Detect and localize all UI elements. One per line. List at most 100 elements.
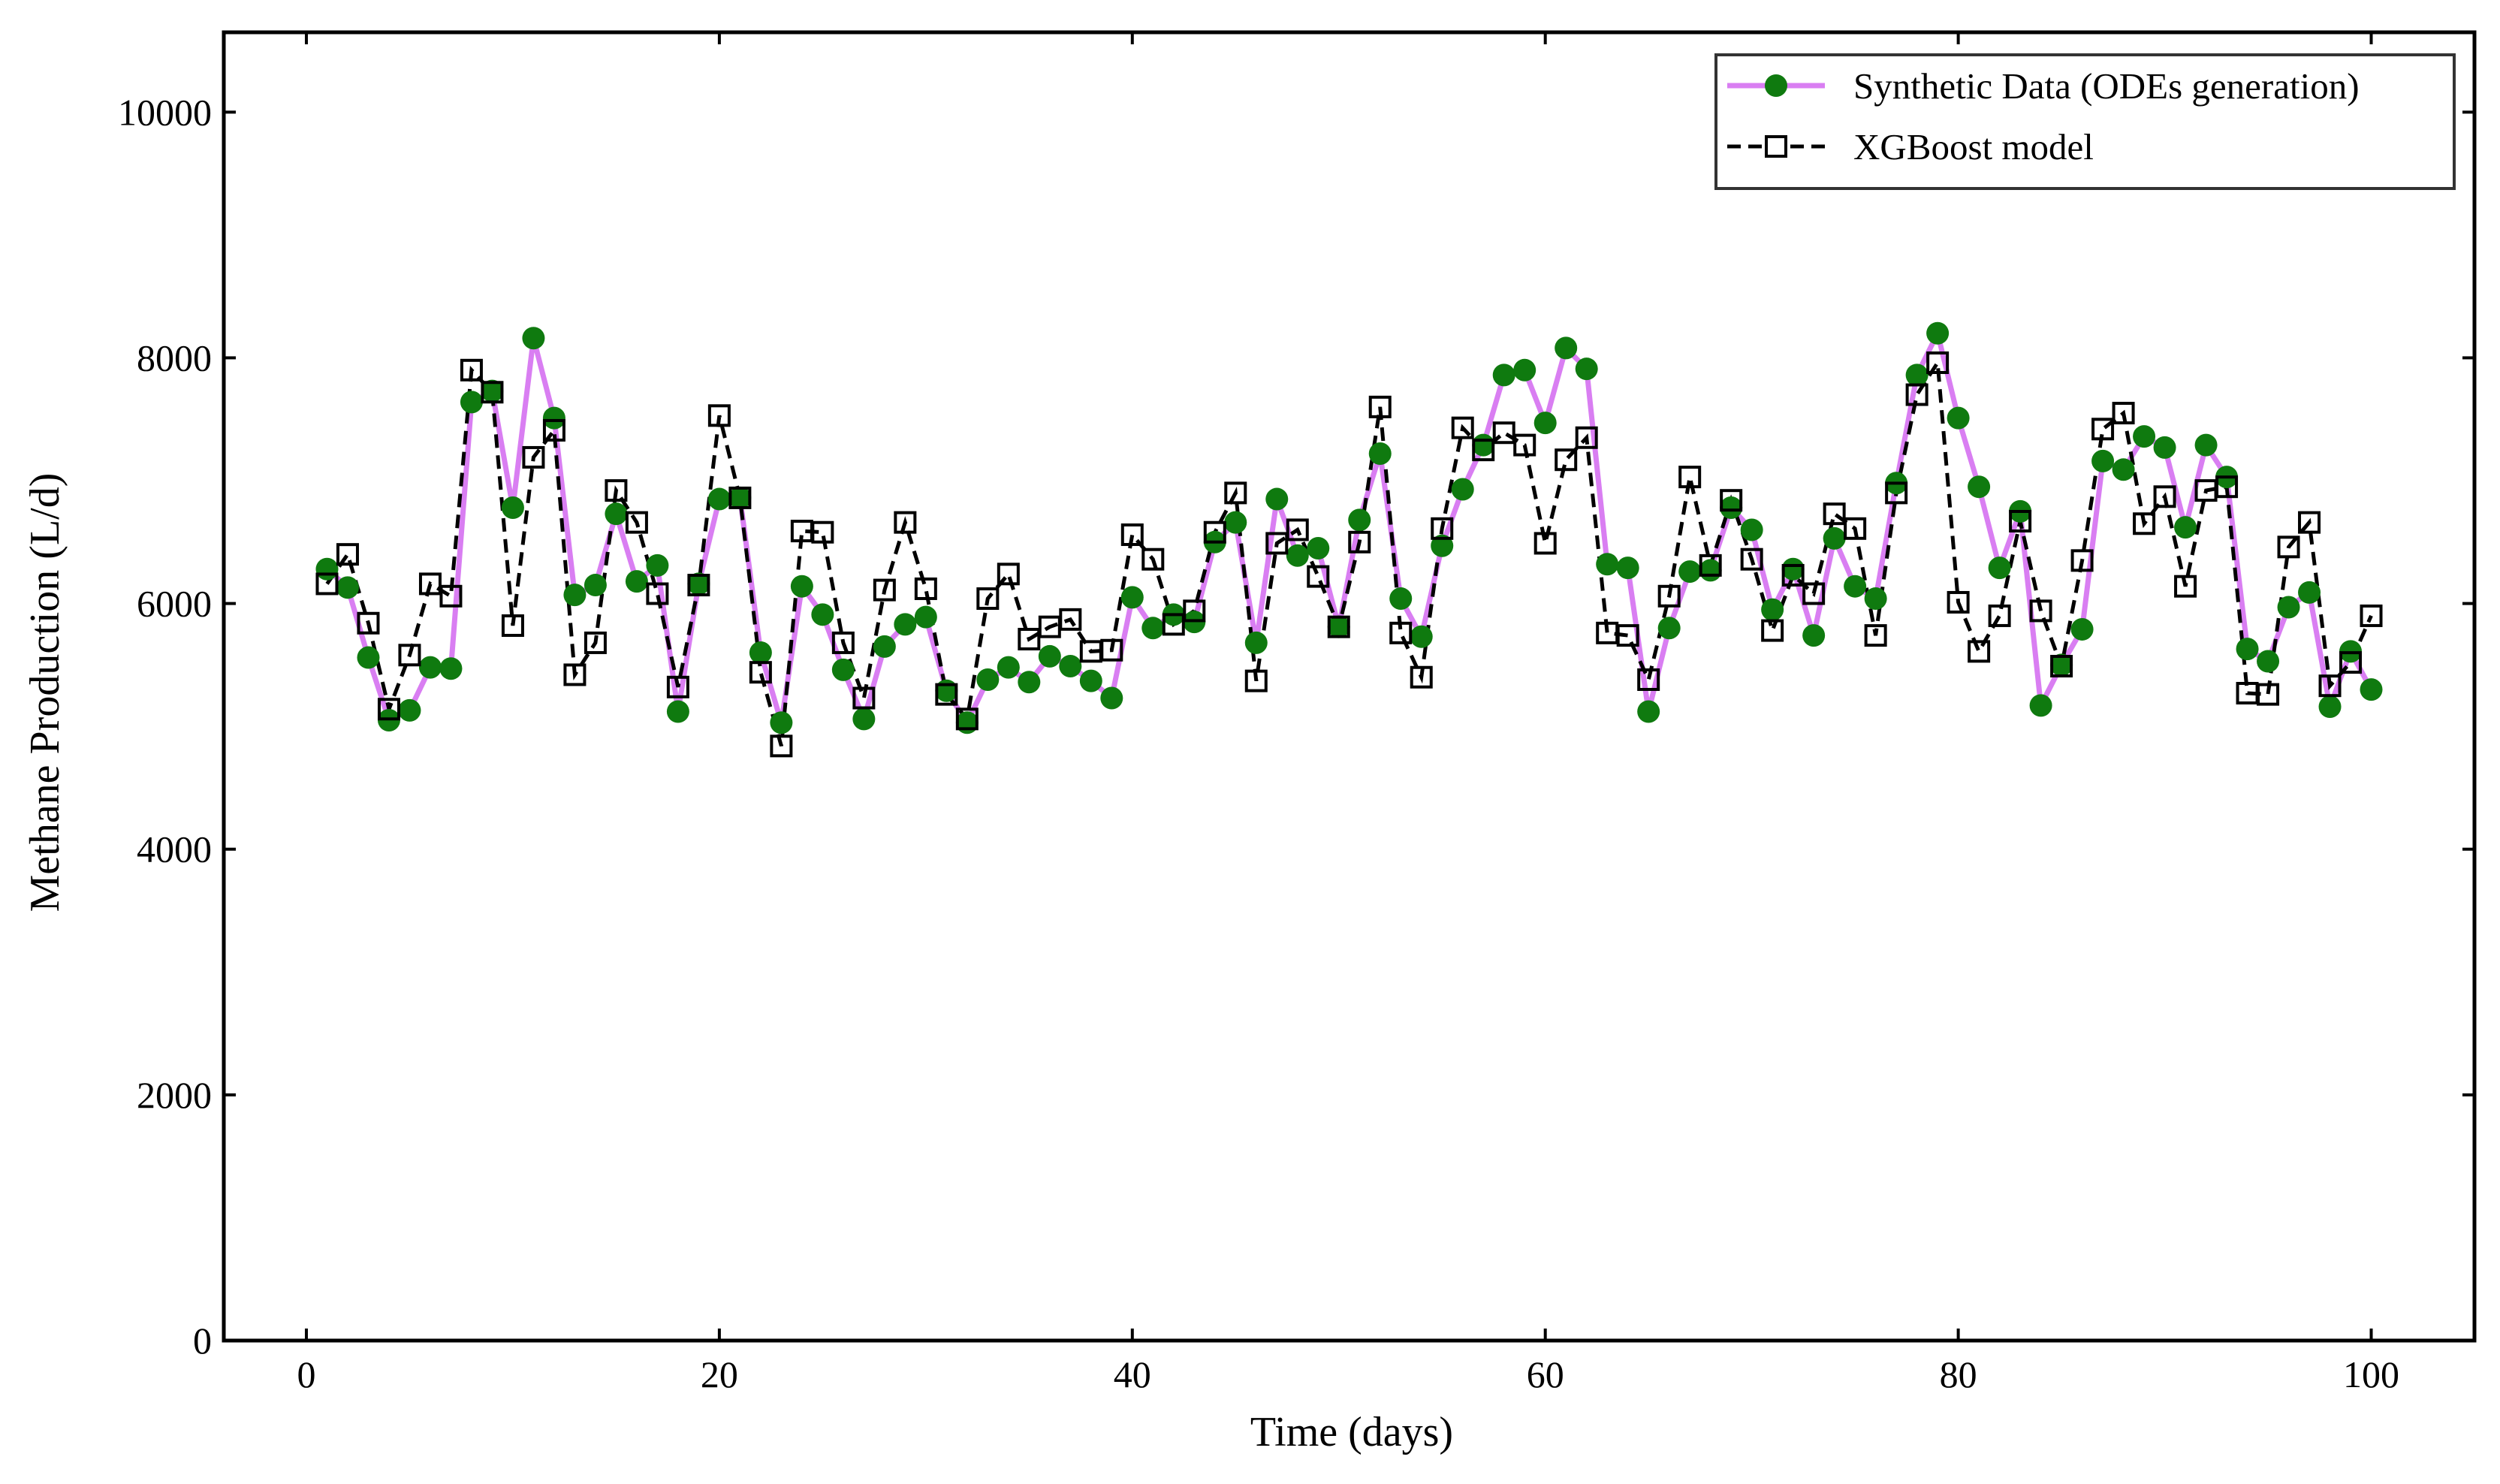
legend: Synthetic Data (ODEs generation) XGBoost…: [1714, 53, 2456, 190]
synthetic-data-point: [2298, 581, 2321, 604]
xgboost-model-point: [377, 698, 400, 721]
synthetic-data-point: [1596, 553, 1619, 576]
xgboost-model-point: [1678, 466, 1702, 489]
xgboost-model-point: [1555, 448, 1578, 472]
xgboost-model-point: [1183, 599, 1206, 623]
xgboost-model-point: [418, 572, 442, 596]
synthetic-data-point: [894, 613, 917, 636]
xgboost-model-point: [1286, 518, 1309, 541]
synthetic-data-point: [976, 668, 1000, 692]
xgboost-model-point: [831, 631, 855, 654]
xgboost-model-point: [955, 707, 979, 731]
xgboost-model-point: [563, 663, 587, 686]
xgboost-model-point: [914, 577, 937, 600]
synthetic-data-point: [418, 656, 442, 679]
synthetic-data-point: [1905, 363, 1929, 387]
synthetic-data-point: [1244, 631, 1268, 654]
xgboost-model-point: [687, 574, 710, 597]
synthetic-data-point: [1844, 575, 1867, 598]
xgboost-model-point: [439, 584, 463, 608]
synthetic-data-point: [1348, 508, 1371, 532]
xgboost-model-point: [2174, 575, 2197, 598]
xgboost-model-point: [2360, 604, 2383, 627]
synthetic-data-point: [1720, 496, 1743, 520]
xgboost-model-point: [1120, 523, 1144, 546]
y-tick-label: 2000: [137, 1074, 212, 1116]
synthetic-data-point: [1513, 358, 1536, 382]
synthetic-data-point: [1988, 556, 2011, 580]
xgboost-model-point: [1472, 439, 1495, 462]
xgboost-model-point: [1141, 547, 1165, 571]
xgboost-model-line: [325, 357, 2373, 747]
xgboost-model-point: [852, 686, 876, 710]
y-tick-label: 6000: [137, 583, 212, 625]
synthetic-data-point: [811, 603, 834, 626]
synthetic-data-point: [2174, 516, 2197, 539]
synthetic-data-point: [460, 391, 483, 414]
synthetic-data-point: [1740, 518, 1763, 541]
synthetic-data-point: [1616, 556, 1639, 580]
synthetic-data-point: [2133, 425, 2156, 448]
xgboost-model-point: [2318, 674, 2342, 698]
synthetic-data-point: [2153, 436, 2176, 459]
xgboost-model-point: [584, 631, 607, 654]
synthetic-data-point: [357, 646, 380, 669]
xgboost-model-point: [1844, 517, 1867, 540]
synthetic-data-point: [563, 584, 587, 607]
synthetic-data-point: [2257, 650, 2280, 673]
x-tick-label: 0: [297, 1353, 315, 1395]
synthetic-data-point: [1678, 560, 1702, 584]
xgboost-model-point: [1327, 615, 1350, 638]
xgboost-model-point: [935, 683, 958, 706]
y-tick-label: 0: [193, 1320, 212, 1362]
xgboost-model-point: [1864, 624, 1887, 647]
xgboost-model-point: [2070, 549, 2094, 572]
synthetic-data-point: [1802, 624, 1826, 647]
x-tick-label: 20: [701, 1353, 738, 1395]
synthetic-data-point: [646, 553, 669, 577]
xgboost-model-point: [1616, 624, 1639, 647]
xgboost-model-point: [2277, 535, 2300, 559]
synthetic-data-point: [2070, 617, 2094, 641]
synthetic-data-point: [1699, 559, 1722, 582]
xgboost-model-point: [894, 511, 917, 534]
xgboost-model-point: [1533, 532, 1557, 555]
xgboost-model-point: [707, 404, 731, 427]
synthetic-data-point: [790, 575, 813, 598]
synthetic-data-point: [439, 657, 463, 680]
xgboost-model-point: [1802, 582, 1826, 605]
synthetic-data-point: [522, 327, 545, 350]
xgboost-model-point: [1451, 416, 1474, 439]
xgboost-model-point: [605, 479, 628, 502]
x-axis: 0 20 40 60 80 100: [297, 32, 2399, 1395]
xgboost-model-point: [728, 486, 752, 509]
synthetic-data-point: [1968, 475, 1991, 499]
synthetic-data-point: [1265, 487, 1289, 511]
synthetic-data-point: [1472, 433, 1495, 457]
synthetic-data-point: [2236, 638, 2259, 661]
xgboost-model-point: [1761, 619, 1784, 642]
xgboost-model-point: [1720, 489, 1743, 512]
synthetic-data-point: [1286, 544, 1309, 567]
synthetic-data-point: [687, 572, 710, 596]
xgboost-model-point: [770, 734, 793, 758]
x-tick-label: 40: [1114, 1353, 1151, 1395]
legend-xgboost-label: XGBoost model: [1853, 126, 2094, 167]
xgboost-model-point: [2091, 418, 2115, 441]
synthetic-data-point: [1947, 406, 1970, 430]
y-axis: 0 2000 4000 6000 8000 10000: [118, 91, 2474, 1362]
xgboost-model-point: [2257, 683, 2280, 706]
synthetic-data-point: [1224, 511, 1247, 534]
xgboost-model-point: [542, 418, 565, 442]
synthetic-data-point: [666, 700, 689, 723]
synthetic-data-point: [852, 707, 876, 731]
y-tick-label: 8000: [137, 336, 212, 379]
xgboost-model-point: [1492, 421, 1515, 445]
xgboost-model-point: [2153, 485, 2176, 508]
xgboost-model-point: [315, 572, 339, 596]
xgboost-model-point: [2133, 512, 2156, 535]
xgboost-model-point: [1389, 621, 1413, 644]
synthetic-data-point: [1059, 655, 1082, 678]
legend-synthetic-marker: [1765, 74, 1787, 97]
